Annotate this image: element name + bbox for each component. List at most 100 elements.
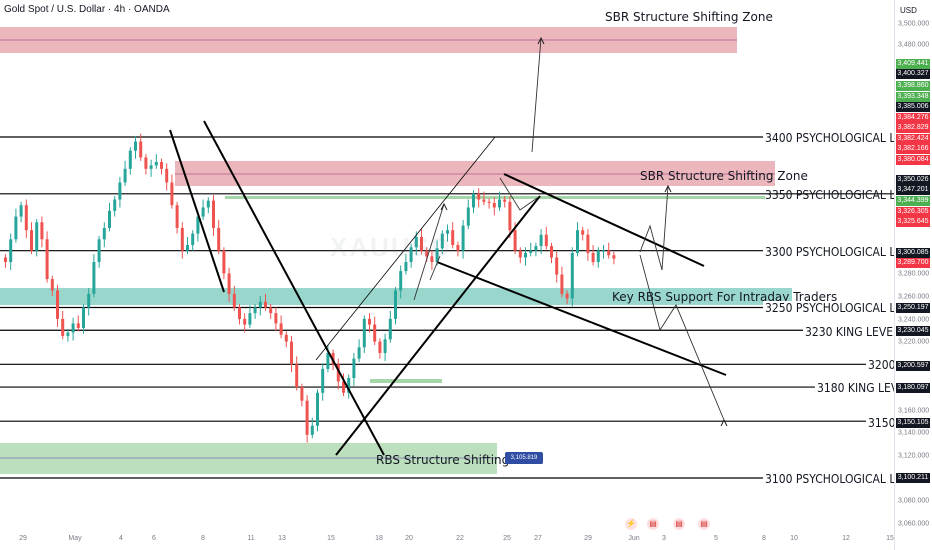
candle-body (498, 199, 501, 208)
event-us-flag-icon-1[interactable]: ▤ (647, 518, 659, 530)
candle-body (414, 237, 418, 248)
candle-body (492, 202, 496, 208)
candle-body (71, 323, 75, 333)
candle-body (9, 239, 13, 263)
candle-body (191, 233, 195, 245)
candle-body (586, 234, 590, 253)
candle-body (576, 230, 579, 253)
candle-body (92, 262, 96, 294)
price-tag: 3,180.097 (896, 383, 930, 393)
candle-body (555, 257, 559, 275)
price-tag: 3,384.276 (896, 113, 930, 123)
event-us-flag-icon-3[interactable]: ▤ (698, 518, 710, 530)
price-axis[interactable] (894, 0, 932, 550)
candle-body (357, 347, 361, 359)
candle-body (508, 201, 512, 231)
level-3350-label: 3350 PSYCHOLOGICAL LEVEL (765, 188, 923, 202)
candle-body (316, 392, 319, 426)
candle-body (243, 318, 247, 325)
candle-body (175, 205, 179, 228)
price-tick: 3,240.000 (898, 316, 930, 324)
price-tag: 3,400.327 (896, 69, 930, 79)
candle-body (97, 239, 101, 263)
candle-body (258, 301, 262, 308)
candle-body (128, 150, 132, 169)
time-tick: 8 (201, 535, 205, 542)
candle-body (373, 324, 377, 342)
time-tick: 11 (247, 535, 255, 542)
price-tag: 3,382.829 (896, 123, 930, 133)
candle-body (14, 216, 18, 240)
level-3400-label: 3400 PSYCHOLOGICAL LEVEL (763, 131, 925, 145)
falling-channel-lower (436, 261, 727, 376)
price-tag: 3,380.084 (896, 155, 930, 165)
candle-body (165, 168, 169, 183)
time-tick: 5 (714, 535, 718, 542)
candle-body (503, 199, 507, 202)
candle-body (284, 334, 288, 342)
arrow-head-2 (664, 184, 672, 193)
candle-body (404, 262, 408, 272)
candle-body (253, 307, 257, 314)
candle-body (24, 205, 28, 231)
chart-title[interactable]: Gold Spot / U.S. Dollar · 4h · OANDA (4, 4, 170, 15)
candle-body (518, 250, 522, 258)
candle-body (456, 244, 460, 251)
candle-body (591, 252, 595, 263)
candle-body (76, 323, 80, 328)
time-tick: 15 (886, 535, 894, 542)
candle-body (102, 227, 106, 240)
sbr-zone-mid (175, 161, 775, 186)
candle-body (425, 250, 429, 257)
candle-body (368, 318, 371, 325)
candle-body (4, 257, 7, 263)
event-us-flag-icon-2[interactable]: ▤ (673, 518, 685, 530)
price-tag: 3,350.026 (896, 175, 930, 185)
sbr-zone-top-label: SBR Structure Shifting Zone (605, 10, 773, 24)
candle-body (534, 246, 538, 251)
zones-layer (0, 27, 792, 474)
candle-body (461, 225, 465, 251)
candle-body (217, 227, 221, 251)
candle-body (134, 141, 137, 151)
symbol-watermark: XAUUSD (330, 232, 452, 262)
candle-body (378, 341, 382, 353)
event-flash-icon[interactable]: ⚡ (625, 518, 637, 530)
currency-label: USD (900, 6, 917, 15)
time-tick: 13 (278, 535, 286, 542)
candle-body (30, 230, 33, 251)
projection-arrow-d (639, 254, 725, 421)
candle-body (186, 244, 189, 251)
time-tick: 15 (327, 535, 335, 542)
candle-body (524, 252, 527, 258)
candle-body (56, 290, 59, 319)
price-badge[interactable]: 3,105.819 (505, 452, 543, 464)
price-tick: 3,480.000 (898, 41, 930, 49)
projection-arrow-c (639, 185, 669, 271)
candles-layer (4, 133, 616, 443)
candle-body (139, 141, 143, 158)
candle-body (435, 248, 439, 263)
time-tick: 8 (762, 535, 766, 542)
candle-body (446, 230, 449, 234)
price-tick: 3,160.000 (898, 407, 930, 415)
candle-body (362, 318, 366, 348)
price-tag: 3,347.201 (896, 185, 930, 195)
price-tag: 3,300.085 (896, 248, 930, 258)
candle-body (279, 323, 283, 335)
candle-body (383, 339, 387, 353)
candle-body (596, 250, 600, 263)
candle-body (466, 207, 470, 226)
candle-body (227, 273, 231, 294)
candle-body (326, 352, 330, 369)
time-tick: 27 (534, 535, 542, 542)
candle-body (602, 250, 605, 252)
candle-body (544, 234, 548, 247)
projection-arrow-up (531, 37, 542, 153)
projection-arrow-b (429, 255, 441, 281)
time-tick: May (68, 535, 82, 542)
price-tag: 3,385.006 (896, 102, 930, 112)
candle-body (513, 230, 517, 251)
price-tag: 3,326.305 (896, 207, 930, 217)
